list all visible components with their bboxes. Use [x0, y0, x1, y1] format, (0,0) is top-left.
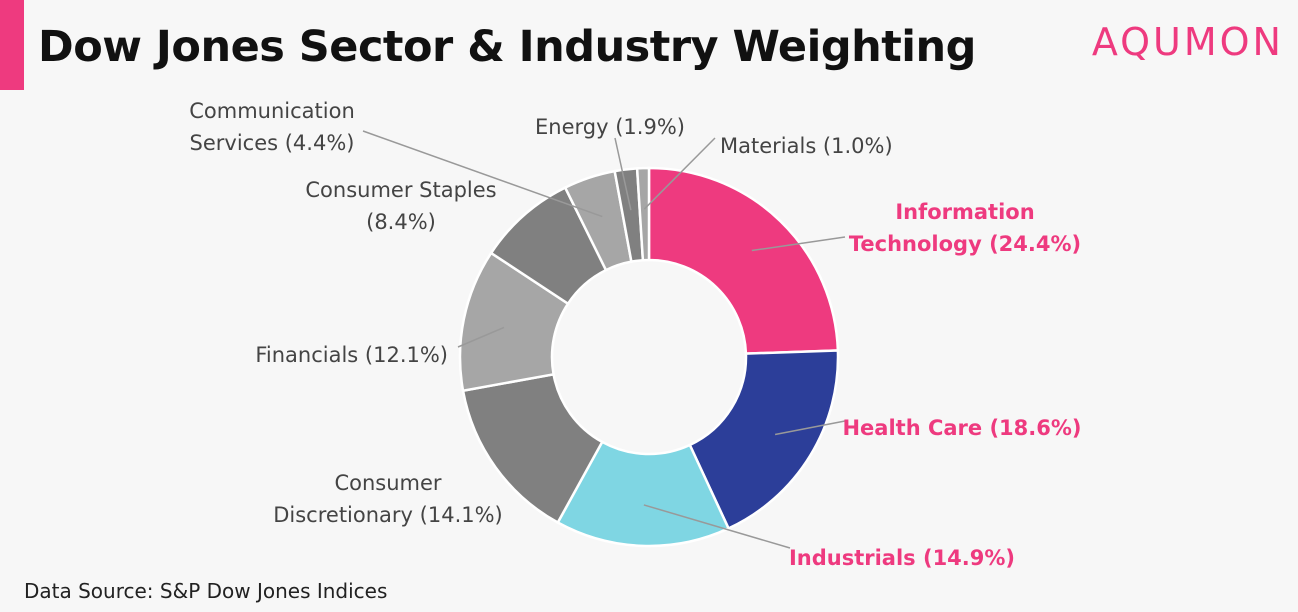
slice-label: Industrials (14.9%)	[789, 546, 1015, 570]
accent-bar	[0, 0, 24, 90]
slice-label: Consumer Discretionary (14.1%)	[273, 471, 503, 527]
leader-line	[457, 326, 505, 348]
slice-label: Financials (12.1%)	[255, 343, 448, 367]
slice-label: Communication Services (4.4%)	[189, 99, 355, 155]
leader-line	[751, 236, 846, 252]
slice-label: Health Care (18.6%)	[842, 416, 1081, 440]
brand-logo: AQUMON	[1091, 20, 1284, 64]
leader-line	[643, 504, 791, 549]
slice-label: Energy (1.9%)	[535, 115, 685, 139]
leader-line	[362, 130, 603, 218]
donut-slice	[647, 166, 840, 355]
slice-label: Consumer Staples (8.4%)	[305, 178, 496, 234]
donut-slice	[688, 349, 840, 531]
leader-line	[643, 137, 716, 210]
page-title: Dow Jones Sector & Industry Weighting	[38, 22, 976, 72]
leader-line	[774, 420, 846, 436]
leader-line	[614, 137, 632, 211]
data-source: Data Source: S&P Dow Jones Indices	[24, 579, 388, 603]
slice-label: Materials (1.0%)	[720, 134, 893, 158]
donut-slice	[635, 166, 651, 262]
slice-label: Information Technology (24.4%)	[849, 200, 1081, 256]
